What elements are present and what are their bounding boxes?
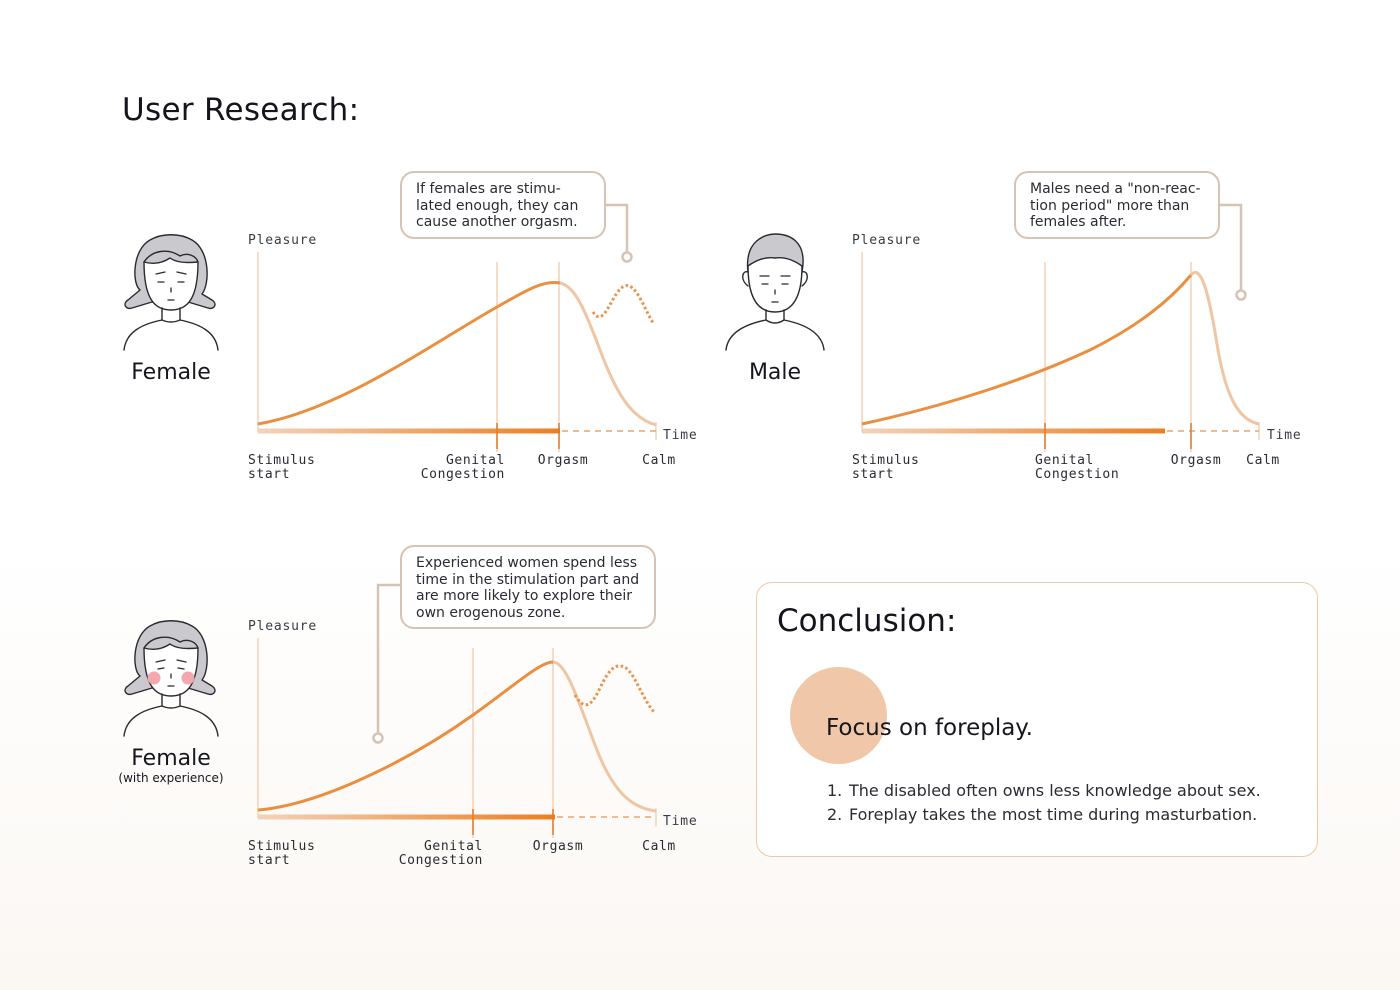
stage-label: Orgasm [533, 839, 584, 854]
callout-experienced: Experienced women spend less time in the… [400, 545, 656, 629]
pleasure-curve-decline [552, 660, 657, 813]
callout-female: If females are stimu- lated enough, they… [400, 171, 606, 239]
conclusion-points: 1. The disabled often owns less knowledge… [827, 779, 1261, 827]
callout-connector [376, 583, 402, 733]
pleasure-curve [257, 280, 561, 426]
x-axis-label: Time [663, 814, 698, 829]
diagram-female: Pleasure Time Stimulus start Genital Conge… [248, 203, 698, 482]
stage-label: Genital Congestion [421, 453, 505, 482]
stage-label: Orgasm [1171, 453, 1222, 468]
callout-anchor [1235, 289, 1247, 301]
pleasure-curve [861, 274, 1193, 426]
male-face-icon [725, 233, 825, 351]
callout-male: Males need a "non-reac- tion period" mor… [1014, 171, 1220, 239]
list-item: 1. The disabled often owns less knowledge… [827, 781, 1261, 800]
pleasure-curve [257, 660, 554, 812]
x-axis-label: Time [1267, 428, 1302, 443]
callout-connector [1218, 203, 1243, 290]
y-axis-label: Pleasure [248, 233, 317, 248]
stage-label: Calm [642, 453, 676, 468]
conclusion-card: Conclusion: Focus on foreplay. 1. The dis… [756, 582, 1318, 857]
stage-label: Orgasm [538, 453, 589, 468]
female-experienced-face-icon [123, 620, 219, 737]
focus-statement: Focus on foreplay. [826, 715, 1033, 741]
persona-subtitle: (with experience) [118, 771, 224, 785]
callout-anchor [372, 732, 384, 744]
stage-label: Calm [642, 839, 676, 854]
list-item: 2. Foreplay takes the most time during ma… [827, 805, 1258, 824]
diagram-male: Pleasure Time Stimulus start Genital Conge… [852, 203, 1302, 482]
rebound-curve [591, 284, 656, 325]
page-title: User Research: [122, 92, 360, 128]
focus-circle-icon [790, 667, 887, 764]
stage-label: Genital Congestion [1035, 453, 1119, 482]
stage-label: Stimulus start [248, 453, 315, 482]
x-axis-label: Time [663, 428, 698, 443]
diagram-female-experienced: Pleasure Time Stimulus start Genital Conge… [248, 583, 698, 868]
persona-name-male: Male [748, 360, 802, 385]
y-axis-label: Pleasure [852, 233, 921, 248]
persona-name-female-experienced: Female [131, 746, 211, 771]
callout-anchor [621, 251, 633, 263]
female-face-icon [123, 234, 219, 351]
pleasure-curve-decline [559, 281, 657, 427]
y-axis-label: Pleasure [248, 619, 317, 634]
pleasure-curve-decline [1189, 271, 1260, 426]
stage-label: Stimulus start [248, 839, 315, 868]
callout-connector [605, 203, 629, 252]
rebound-curve [573, 664, 656, 713]
stage-label: Calm [1246, 453, 1280, 468]
persona-name-female: Female [131, 360, 211, 385]
conclusion-title: Conclusion: [777, 603, 957, 639]
stage-label: Stimulus start [852, 453, 919, 482]
stage-label: Genital Congestion [399, 839, 483, 868]
